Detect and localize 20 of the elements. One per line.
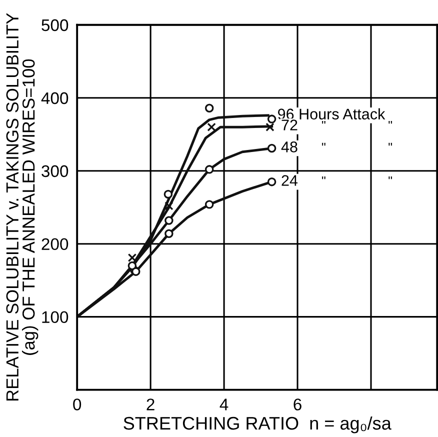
- y-axis-title: RELATIVE SOLUBILITY v. TAKINGS SOLUBILITY (ag) OF THE ANNEALED WIRES=100: [6, 13, 38, 401]
- x-tick-label: 2: [146, 398, 154, 410]
- annotation: ": [388, 176, 392, 180]
- y-tick-label: 100: [42, 311, 68, 324]
- x-tick-label: 4: [220, 398, 228, 410]
- y-tick-label: 500: [42, 19, 68, 32]
- x-tick-label: 6: [294, 398, 302, 410]
- annotation: ": [388, 120, 392, 124]
- annotation: ": [388, 142, 392, 146]
- series-label: 48: [281, 142, 298, 152]
- annotation: ": [322, 176, 326, 180]
- annotation: ": [322, 142, 326, 146]
- annotation: ": [322, 120, 326, 124]
- y-tick-label: 300: [42, 165, 68, 178]
- x-axis-title: STRETCHING RATIO n = ag₀/sa: [124, 416, 392, 434]
- series-label: 72: [282, 120, 298, 130]
- series-label: 24: [282, 175, 298, 186]
- y-tick-label: 200: [42, 238, 68, 250]
- x-tick-label: 0: [73, 398, 82, 410]
- y-tick-label: 400: [41, 92, 68, 104]
